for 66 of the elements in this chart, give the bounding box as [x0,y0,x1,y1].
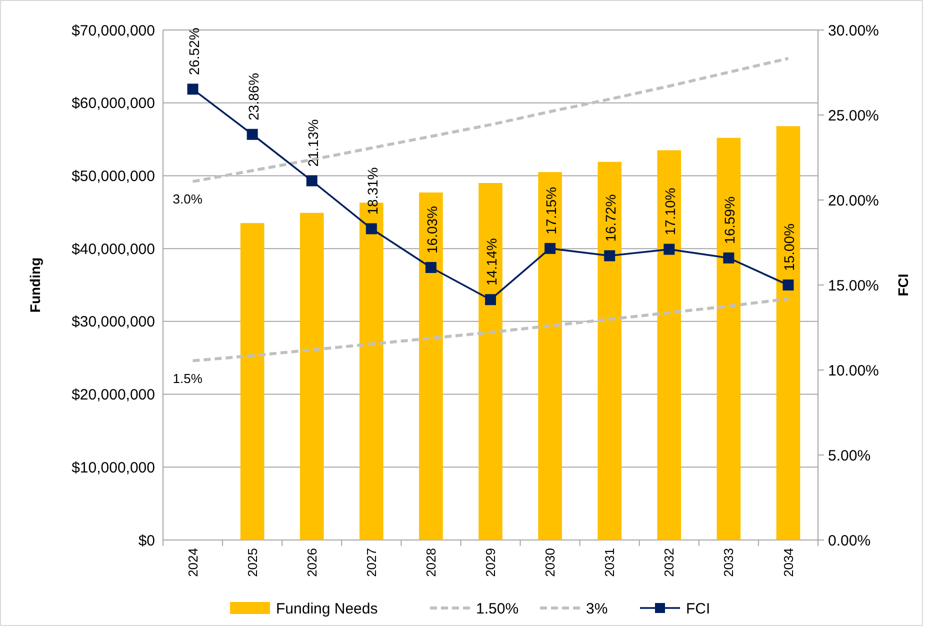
data-label: 17.10% [662,188,678,236]
bar [657,150,682,540]
x-tick-label: 2033 [721,548,736,577]
legend-label: FCI [686,600,710,618]
point [485,294,496,306]
x-tick-label: 2025 [244,548,260,577]
y2-axis-title: FCI [895,274,911,296]
annotation: 1.5% [172,370,203,386]
point [544,242,556,254]
bar [776,126,800,540]
line-series [191,297,790,362]
x-tick-label: 2027 [364,548,379,577]
y-tick-label: $50,000,000 [72,168,155,185]
y-tick-label: $30,000,000 [72,314,155,331]
x-tick-label: 2029 [483,548,498,577]
point [782,280,794,290]
y-tick-label: $10,000,000 [72,459,155,476]
data-label: 17.15% [543,186,560,234]
x-tick-label: 2024 [185,548,200,577]
bar [300,212,324,540]
point [366,223,377,234]
y2-tick-label: 0.00% [828,532,871,550]
x-tick-label: 2028 [424,548,439,577]
annotation: 3.0% [172,192,203,207]
point [604,250,616,262]
y-tick-label: $70,000,000 [72,22,155,40]
data-label: 21.13% [304,119,321,167]
point [425,262,436,273]
legend-label: 3% [586,600,608,618]
y2-tick-label: 15.00% [828,277,879,294]
y2-tick-label: 10.00% [828,362,879,380]
legend-label: 1.50% [476,600,519,618]
data-label: 18.31% [364,167,380,215]
bar [478,183,502,540]
y-tick-label: $40,000,000 [72,240,155,258]
point [306,175,318,186]
y-tick-label: $0 [138,532,155,550]
data-label: 26.52% [186,28,202,76]
y-tick-label: $20,000,000 [72,386,155,404]
data-label: 23.86% [245,72,262,120]
x-tick-label: 2034 [780,548,796,577]
legend-label: Funding Needs [276,600,378,618]
bar [538,172,562,540]
x-tick-label: 2030 [542,548,558,577]
y2-tick-label: 20.00% [828,192,879,210]
data-label: 14.14% [484,238,500,286]
y2-tick-label: 30.00% [828,22,879,40]
x-tick-label: 2031 [602,548,618,577]
data-label: 15.00% [781,224,798,271]
y2-tick-label: 25.00% [828,107,879,124]
point [723,252,734,264]
data-label: 16.72% [602,194,619,242]
point [664,244,675,255]
point [246,128,258,140]
bar [240,223,264,540]
y-axis-title: Funding [27,257,43,313]
y2-tick-label: 5.00% [828,447,871,464]
data-label: 16.59% [722,196,738,244]
x-tick-label: 2032 [662,548,677,577]
x-tick-label: 2026 [304,548,320,577]
y-tick-label: $60,000,000 [72,95,155,112]
bar [716,138,741,540]
bar [598,162,622,540]
point [187,84,198,95]
bar [419,192,443,540]
data-label: 16.03% [424,206,440,254]
